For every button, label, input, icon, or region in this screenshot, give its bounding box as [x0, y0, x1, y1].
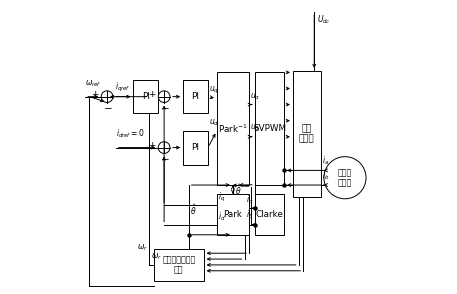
- Text: $i_d$: $i_d$: [218, 211, 226, 223]
- Text: −: −: [104, 104, 112, 114]
- Circle shape: [101, 91, 113, 103]
- Text: $i_b$: $i_b$: [322, 170, 329, 182]
- Text: −: −: [160, 104, 170, 114]
- Text: $u_\beta$: $u_\beta$: [250, 123, 260, 134]
- Text: −: −: [160, 155, 170, 165]
- Text: $\omega_{ref}$: $\omega_{ref}$: [85, 79, 101, 89]
- Text: PI: PI: [142, 92, 150, 101]
- Bar: [255, 194, 284, 235]
- Bar: [217, 194, 249, 235]
- Text: +: +: [91, 91, 99, 99]
- Text: $\omega_r$: $\omega_r$: [137, 243, 148, 253]
- Text: $i_\beta$: $i_\beta$: [246, 209, 254, 222]
- Text: $i_a$: $i_a$: [322, 155, 329, 168]
- Text: $u_\alpha$: $u_\alpha$: [250, 92, 260, 102]
- Text: $i_\alpha$: $i_\alpha$: [246, 193, 254, 206]
- Text: $\omega_r$: $\omega_r$: [151, 251, 162, 262]
- Bar: [183, 80, 208, 113]
- Bar: [183, 131, 208, 165]
- Text: Park$^{-1}$: Park$^{-1}$: [218, 123, 248, 135]
- Bar: [217, 72, 249, 185]
- Text: $u_d$: $u_d$: [209, 118, 219, 128]
- Circle shape: [158, 91, 170, 103]
- Text: 永磁同
步电机: 永磁同 步电机: [338, 168, 352, 187]
- Text: +: +: [149, 91, 156, 99]
- Text: 三相
逆变器: 三相 逆变器: [299, 124, 315, 143]
- Text: $\hat{\theta}$: $\hat{\theta}$: [235, 182, 242, 197]
- Bar: [293, 71, 321, 197]
- Text: $U_{dc}$: $U_{dc}$: [317, 14, 331, 26]
- Text: PI: PI: [191, 92, 200, 101]
- Text: Clarke: Clarke: [255, 210, 283, 219]
- Bar: [255, 72, 284, 185]
- Text: SVPWM: SVPWM: [253, 124, 286, 133]
- Text: $u_q$: $u_q$: [209, 85, 219, 96]
- Text: $i_{qref}$: $i_{qref}$: [115, 81, 131, 94]
- Bar: [154, 249, 204, 281]
- Bar: [133, 80, 158, 113]
- Text: PI: PI: [191, 143, 200, 152]
- Text: $i_q$: $i_q$: [218, 191, 226, 204]
- Text: $i_{dref}=0$: $i_{dref}=0$: [116, 128, 145, 140]
- Circle shape: [158, 142, 170, 153]
- Text: $\hat{\theta}$: $\hat{\theta}$: [190, 203, 197, 217]
- Text: Park: Park: [223, 210, 242, 219]
- Text: +: +: [149, 141, 156, 150]
- Circle shape: [324, 157, 366, 199]
- Text: 改进型龙伯格观
测器: 改进型龙伯格观 测器: [162, 255, 196, 275]
